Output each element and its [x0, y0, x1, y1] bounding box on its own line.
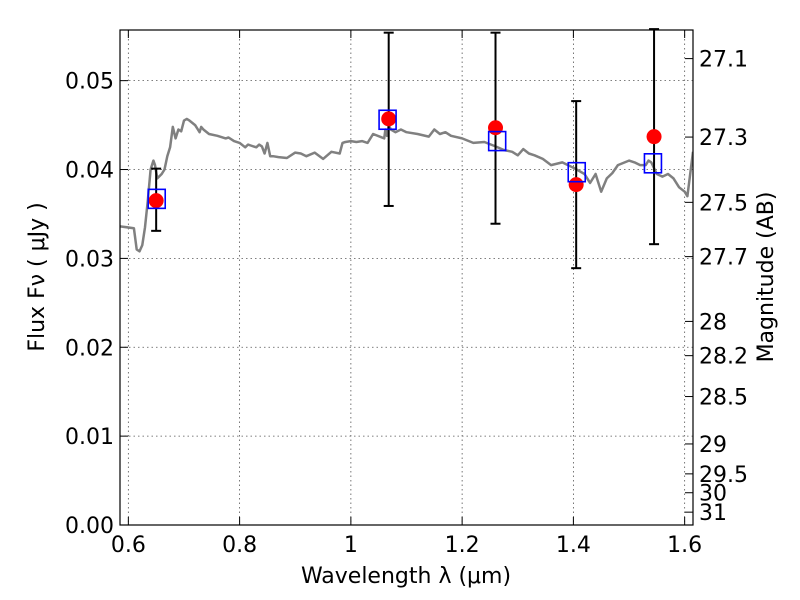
observed-point — [381, 111, 397, 127]
x-tick-label: 1.4 — [556, 533, 591, 558]
y2-tick-label: 27.1 — [699, 48, 748, 73]
model-points-layer — [147, 109, 663, 210]
x-tick-label: 1.2 — [445, 533, 480, 558]
y-tick-label: 0.05 — [65, 70, 114, 95]
model-point — [487, 130, 507, 152]
x-tick-label: 0.6 — [111, 533, 146, 558]
x-tick-label: 1 — [344, 533, 358, 558]
model-point — [378, 109, 397, 131]
x-axis-label: Wavelength λ (μm) — [301, 564, 511, 589]
y-axis-label: Flux Fν ( μJy ) — [25, 202, 50, 351]
y2-tick-label: 30 — [699, 482, 727, 507]
y2-tick-label: 31 — [699, 501, 727, 526]
y-tick-label: 0.03 — [65, 247, 114, 272]
observed-point — [646, 129, 662, 145]
model-point — [643, 153, 663, 174]
y2-tick-label: 29.5 — [699, 463, 748, 488]
y-tick-label: 0.00 — [65, 514, 114, 539]
plot-frame — [119, 29, 694, 526]
y2-tick-label: 28.2 — [699, 345, 748, 370]
observed-point — [568, 177, 584, 193]
y2-tick-label: 27.5 — [699, 191, 748, 216]
grid — [120, 30, 693, 526]
y2-tick-label: 27.3 — [699, 126, 748, 151]
y-tick-label: 0.04 — [65, 159, 114, 184]
y-tick-label: 0.01 — [65, 425, 114, 450]
observed-point — [148, 193, 164, 209]
x-tick-label: 0.8 — [222, 533, 257, 558]
model-point — [147, 188, 167, 210]
x-axis: 0.6 0.8 1 1.2 1.4 1.6 — [111, 30, 702, 558]
spectrum-layer — [120, 117, 693, 253]
model-point — [567, 161, 587, 183]
x-tick-label: 1.6 — [667, 533, 702, 558]
spectrum-line — [120, 117, 693, 253]
observed-points-layer — [148, 111, 662, 209]
y2-tick-label: 28.5 — [699, 386, 748, 411]
y2-axis-label: Magnitude (AB) — [754, 192, 779, 363]
y2-tick-label: 28 — [699, 310, 727, 335]
y-tick-label: 0.02 — [65, 336, 114, 361]
y-axis: 0.00 0.01 0.02 0.03 0.04 0.05 — [65, 70, 128, 539]
y2-tick-label: 29 — [699, 433, 727, 458]
observed-point — [488, 120, 504, 136]
y2-tick-label: 27.7 — [699, 246, 748, 271]
